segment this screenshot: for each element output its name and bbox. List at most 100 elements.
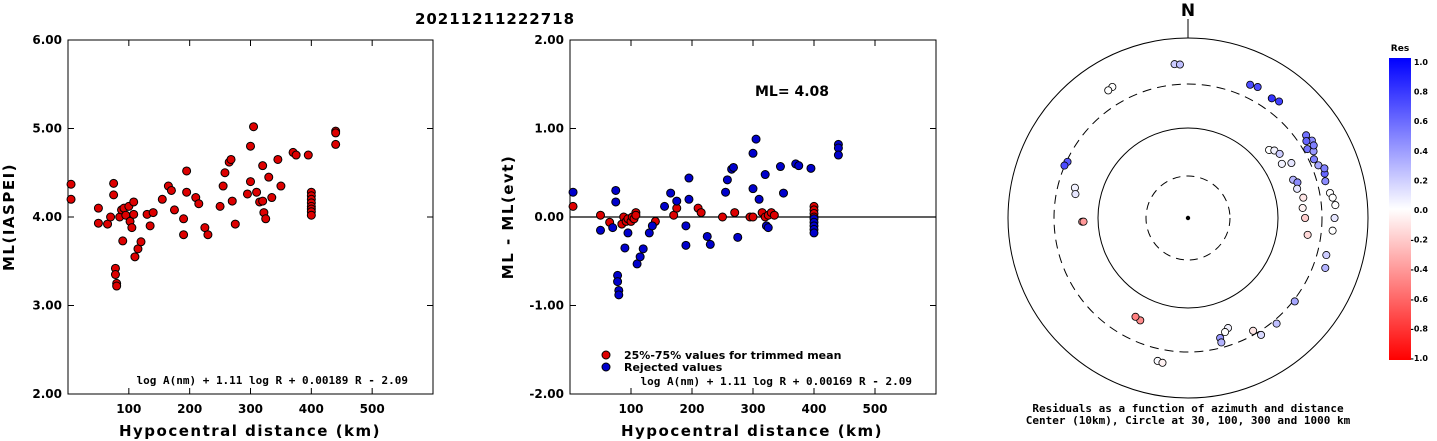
- data-point: [93, 218, 103, 228]
- data-point: [638, 244, 648, 254]
- y-tick-label: 0.00: [534, 210, 564, 224]
- data-point: [130, 252, 140, 262]
- colorbar-title: Res: [1391, 44, 1409, 54]
- station-residual-point: [1330, 213, 1339, 222]
- x-axis-title: Hypocentral distance (km): [119, 422, 381, 440]
- data-point: [721, 187, 731, 197]
- data-point: [157, 194, 167, 204]
- y-tick-label: -2.00: [529, 387, 564, 401]
- legend: 25%-75% values for trimmed mean Rejected…: [601, 349, 841, 374]
- colorbar-tick-labels: 1.0 0.8 0.6 0.4 0.2 0.0 -0.2 -0.4 -0.6 -0.8 -1.0: [1411, 58, 1429, 363]
- y-tick-label: -1.00: [529, 299, 564, 313]
- x-axis-title: Hypocentral distance (km): [621, 422, 883, 440]
- data-point: [110, 270, 120, 280]
- data-point: [751, 134, 761, 144]
- colorbar-tick-label: -1.0: [1411, 354, 1429, 363]
- data-point: [722, 175, 732, 185]
- data-point: [596, 210, 605, 220]
- data-point: [249, 122, 259, 132]
- data-point: [112, 281, 122, 291]
- y-axis-title: ML - ML(evt): [499, 155, 517, 279]
- data-point: [118, 236, 128, 246]
- data-point: [613, 277, 623, 287]
- station-residual-point: [1328, 226, 1337, 235]
- data-point: [264, 172, 274, 182]
- data-point: [179, 214, 189, 224]
- data-point: [273, 154, 283, 164]
- x-tick-label: 500: [360, 402, 385, 416]
- station-residual-point: [1301, 213, 1310, 222]
- formula-annotation: log A(nm) + 1.11 log R + 0.00169 R - 2.0…: [640, 375, 912, 388]
- data-point: [179, 230, 189, 240]
- station-residual-point: [1275, 149, 1284, 158]
- station-residual-point: [1302, 137, 1311, 146]
- data-point: [109, 190, 119, 200]
- station-residual-point: [1293, 184, 1302, 193]
- data-point: [182, 187, 192, 197]
- data-point: [169, 205, 179, 215]
- y-tick-label: 5.00: [32, 122, 62, 136]
- data-point: [252, 187, 262, 197]
- data-point: [331, 139, 341, 149]
- data-point: [672, 196, 682, 206]
- colorbar-tick-label: 1.0: [1414, 58, 1429, 67]
- station-residual-point: [1158, 358, 1167, 367]
- station-residual-point: [1257, 330, 1266, 339]
- station-residual-point: [1217, 338, 1226, 347]
- data-point: [258, 196, 268, 206]
- colorbar-tick-label: 0.0: [1414, 206, 1429, 215]
- station-residual-point: [1287, 159, 1296, 168]
- station-residual-point: [1253, 83, 1262, 92]
- formula-annotation: log A(nm) + 1.11 log R + 0.00189 R - 2.0…: [136, 374, 408, 387]
- data-point: [833, 150, 843, 160]
- y-tick-label: 2.00: [534, 33, 564, 47]
- x-tick-label: 100: [618, 402, 643, 416]
- station-residual-point: [1299, 193, 1308, 202]
- data-point: [258, 161, 268, 171]
- data-point: [660, 201, 670, 211]
- station-residual-points: [1060, 60, 1340, 367]
- station-residual-point: [1331, 201, 1340, 210]
- data-point: [227, 196, 237, 206]
- data-point: [748, 148, 758, 158]
- station-residual-point: [1104, 86, 1113, 95]
- data-point: [145, 221, 155, 231]
- station-residual-point: [1277, 159, 1286, 168]
- data-point: [779, 188, 788, 198]
- data-point: [635, 252, 645, 262]
- colorbar-tick-label: -0.2: [1411, 236, 1429, 245]
- data-point: [684, 194, 694, 204]
- data-point: [696, 208, 706, 218]
- data-point: [166, 185, 176, 195]
- data-point: [666, 188, 676, 198]
- data-point: [730, 208, 740, 218]
- colorbar-tick-label: 0.2: [1414, 176, 1428, 185]
- data-point: [631, 210, 641, 220]
- data-point: [93, 203, 103, 213]
- station-residual-point: [1320, 164, 1329, 173]
- data-point: [681, 221, 691, 231]
- data-point: [136, 237, 146, 247]
- data-point: [681, 240, 691, 250]
- x-tick-label: 400: [299, 402, 324, 416]
- data-point: [568, 187, 578, 197]
- data-points: [66, 122, 341, 291]
- station-residual-point: [1275, 97, 1284, 106]
- azimuth-panel: N Residuals as a function of azimuth and…: [1007, 1, 1369, 427]
- colorbar-gradient: [1389, 58, 1411, 360]
- colorbar-tick-label: -0.8: [1411, 324, 1429, 333]
- legend-red-marker: [601, 350, 611, 360]
- data-point: [276, 181, 286, 191]
- data-point: [129, 209, 139, 219]
- data-point: [748, 184, 758, 194]
- data-point: [620, 243, 630, 253]
- x-tick-label: 300: [238, 402, 263, 416]
- station-residual-point: [1298, 203, 1307, 212]
- station-residual-point: [1249, 326, 1258, 335]
- colorbar-tick-label: 0.6: [1414, 117, 1429, 126]
- data-point: [331, 128, 341, 138]
- station-residual-point: [1328, 193, 1337, 202]
- data-point: [728, 162, 738, 172]
- data-point: [647, 221, 657, 231]
